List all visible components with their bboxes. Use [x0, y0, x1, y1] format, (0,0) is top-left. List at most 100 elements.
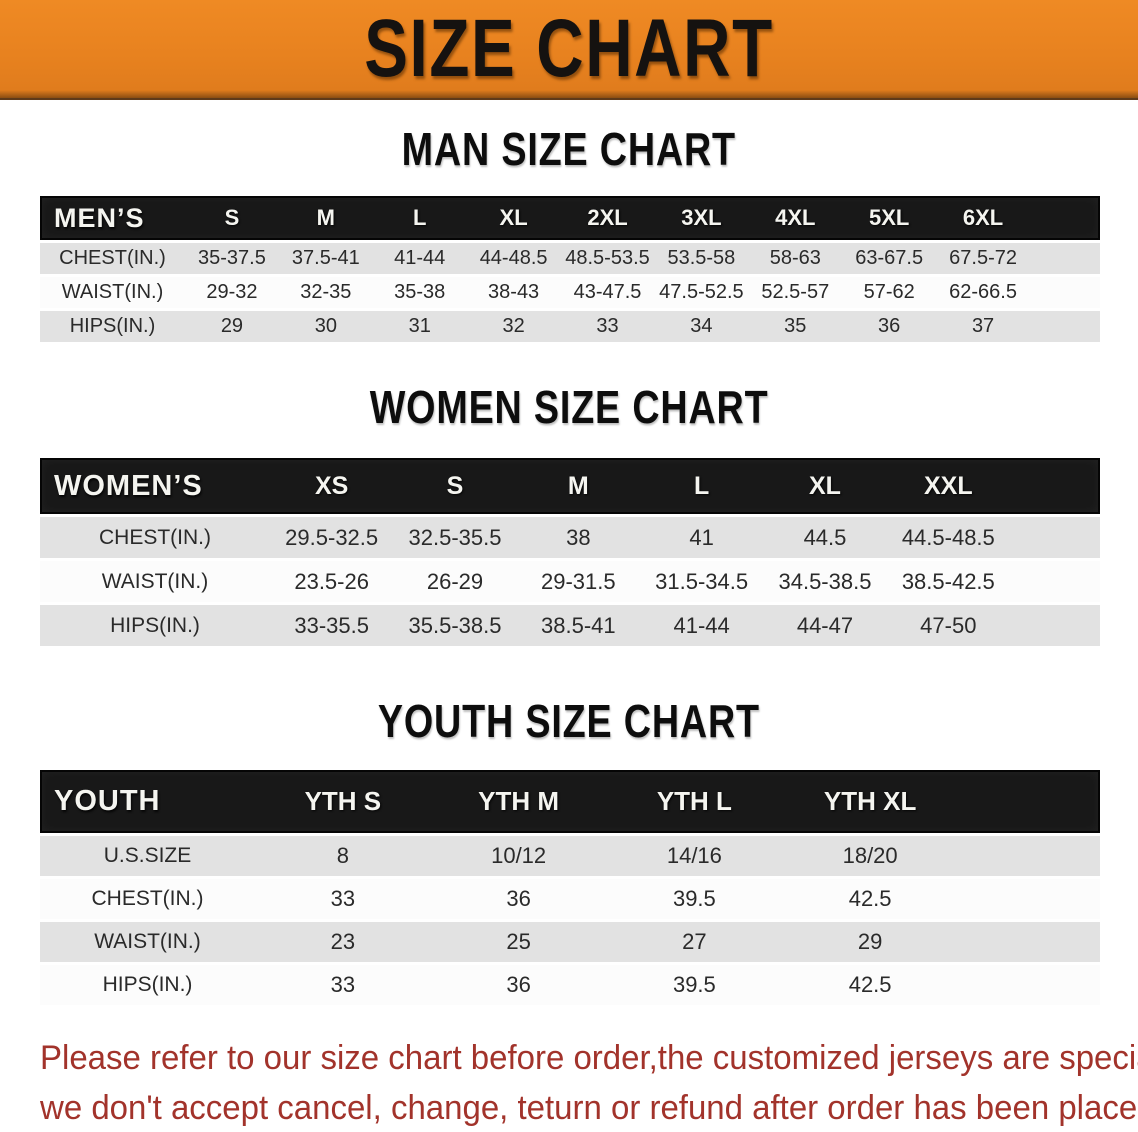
youth-row-us-size: U.S.SIZE 8 10/12 14/16 18/20 — [40, 836, 1100, 876]
size-cell: 63-67.5 — [855, 247, 924, 269]
men-size-table: MEN’S S M L XL 2XL 3XL 4XL 5XL 6XL CHEST… — [40, 196, 1100, 342]
size-column-header: S — [446, 471, 464, 500]
men-row-hips: HIPS(IN.) 29 30 31 32 33 34 35 36 37 — [40, 311, 1100, 342]
youth-table-header: YOUTH YTH S YTH M YTH L YTH XL — [40, 770, 1100, 833]
size-cell: 38 — [566, 524, 591, 550]
row-label: U.S.SIZE — [103, 844, 192, 867]
youth-size-table: YOUTH YTH S YTH M YTH L YTH XL U.S.SIZE … — [40, 770, 1100, 1005]
size-column-header: S — [224, 205, 240, 230]
size-cell: 29 — [220, 315, 244, 337]
size-cell: 32-35 — [300, 281, 352, 303]
row-label: CHEST(IN.) — [91, 887, 204, 910]
size-cell: 35-37.5 — [198, 247, 266, 269]
size-cell: 42.5 — [848, 886, 892, 911]
size-column-header: 2XL — [587, 205, 628, 230]
size-cell: 31 — [408, 315, 431, 337]
size-cell: 8 — [336, 843, 349, 868]
women-section-heading: WOMEN SIZE CHART — [0, 384, 1138, 430]
size-cell: 18/20 — [842, 843, 898, 868]
size-cell: 42.5 — [848, 972, 892, 997]
size-column-header: YTH L — [656, 786, 732, 816]
size-column-header: XL — [809, 471, 841, 500]
size-cell: 47.5-52.5 — [659, 281, 744, 303]
men-heading-text: MAN SIZE CHART — [401, 123, 737, 175]
youth-row-waist: WAIST(IN.) 23 25 27 29 — [40, 922, 1100, 962]
size-cell: 33 — [330, 972, 356, 997]
order-notice-line-2: we don't accept cancel, change, teturn o… — [40, 1089, 1138, 1127]
size-cell: 53.5-58 — [667, 247, 736, 269]
women-heading-text: WOMEN SIZE CHART — [369, 381, 769, 433]
youth-heading-text: YOUTH SIZE CHART — [378, 695, 760, 747]
size-cell: 33-35.5 — [294, 612, 369, 638]
size-cell: 29-32 — [206, 281, 258, 303]
size-cell: 35.5-38.5 — [408, 612, 502, 638]
size-cell: 38-43 — [488, 281, 540, 303]
size-cell: 23.5-26 — [294, 568, 369, 594]
size-column-header: XXL — [923, 471, 973, 500]
size-cell: 38.5-42.5 — [901, 568, 995, 594]
row-label: HIPS(IN.) — [69, 315, 156, 337]
women-row-waist: WAIST(IN.) 23.5-26 26-29 29-31.5 31.5-34… — [40, 561, 1100, 602]
size-cell: 36 — [878, 315, 901, 337]
size-column-header: YTH S — [304, 786, 382, 816]
women-table-header: WOMEN’S XS S M L XL XXL — [40, 458, 1100, 514]
men-table-header: MEN’S S M L XL 2XL 3XL 4XL 5XL 6XL — [40, 196, 1100, 240]
row-label: WAIST(IN.) — [101, 569, 209, 593]
size-cell: 23 — [330, 929, 356, 954]
size-cell: 30 — [314, 315, 337, 337]
size-cell: 29.5-32.5 — [285, 524, 379, 550]
row-label: WAIST(IN.) — [61, 281, 164, 303]
size-cell: 35 — [784, 315, 807, 337]
size-cell: 62-66.5 — [949, 281, 1017, 303]
size-column-header: XL — [499, 205, 528, 230]
size-cell: 34.5-38.5 — [778, 568, 872, 594]
size-column-header: 3XL — [681, 205, 722, 230]
size-cell: 41-44 — [394, 247, 446, 269]
size-cell: 38.5-41 — [541, 612, 616, 638]
size-cell: 43-47.5 — [573, 281, 642, 303]
size-column-header: M — [316, 205, 335, 230]
size-cell: 48.5-53.5 — [565, 247, 650, 269]
size-cell: 33 — [596, 315, 619, 337]
size-cell: 33 — [330, 886, 356, 911]
youth-row-hips: HIPS(IN.) 33 36 39.5 42.5 — [40, 965, 1100, 1005]
size-cell: 58-63 — [769, 247, 821, 269]
banner-title: SIZE CHART — [364, 3, 774, 94]
size-column-header: L — [413, 205, 427, 230]
women-row-chest: CHEST(IN.) 29.5-32.5 32.5-35.5 38 41 44.… — [40, 517, 1100, 558]
men-corner-label: MEN’S — [54, 202, 145, 233]
men-section-heading: MAN SIZE CHART — [0, 126, 1138, 172]
size-column-header: YTH M — [478, 786, 560, 816]
size-column-header: YTH XL — [823, 786, 917, 816]
row-label: CHEST(IN.) — [99, 525, 211, 549]
size-cell: 44-47 — [796, 612, 854, 638]
size-cell: 36 — [506, 886, 531, 911]
size-cell: 41-44 — [673, 612, 730, 638]
size-cell: 27 — [682, 929, 707, 954]
size-cell: 39.5 — [672, 972, 716, 997]
size-cell: 31.5-34.5 — [655, 568, 749, 594]
size-cell: 39.5 — [672, 886, 716, 911]
size-cell: 10/12 — [491, 843, 547, 868]
size-column-header: L — [694, 471, 710, 500]
women-size-table: WOMEN’S XS S M L XL XXL CHEST(IN.) 29.5-… — [40, 458, 1100, 646]
size-cell: 67.5-72 — [949, 247, 1017, 269]
size-cell: 41 — [689, 524, 714, 550]
row-label: CHEST(IN.) — [59, 247, 166, 269]
order-notice-line-1: Please refer to our size chart before or… — [40, 1039, 1138, 1077]
row-label: WAIST(IN.) — [94, 930, 201, 953]
size-cell: 26-29 — [426, 568, 484, 594]
size-cell: 44-48.5 — [479, 247, 548, 269]
size-cell: 32 — [502, 315, 525, 337]
youth-section-heading: YOUTH SIZE CHART — [0, 698, 1138, 744]
size-cell: 25 — [506, 929, 531, 954]
size-column-header: 6XL — [962, 205, 1004, 230]
men-row-waist: WAIST(IN.) 29-32 32-35 35-38 38-43 43-47… — [40, 277, 1100, 308]
size-chart-banner: SIZE CHART — [0, 0, 1138, 100]
size-cell: 29-31.5 — [541, 568, 616, 594]
men-row-chest: CHEST(IN.) 35-37.5 37.5-41 41-44 44-48.5… — [40, 243, 1100, 274]
size-column-header: 5XL — [869, 205, 910, 230]
youth-row-chest: CHEST(IN.) 33 36 39.5 42.5 — [40, 879, 1100, 919]
size-cell: 36 — [506, 972, 531, 997]
size-column-header: XS — [314, 471, 349, 500]
